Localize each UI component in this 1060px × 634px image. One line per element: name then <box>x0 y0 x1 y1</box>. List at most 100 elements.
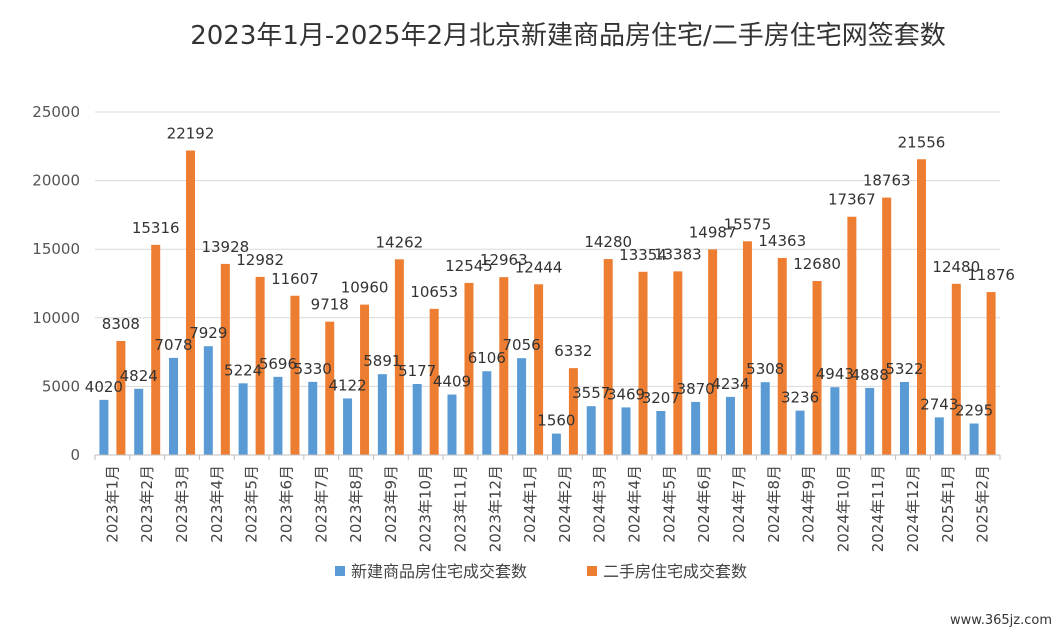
bar <box>638 271 648 455</box>
x-tick-label: 2023年5月 <box>243 465 261 543</box>
bar <box>482 371 492 455</box>
x-tick-label: 2024年8月 <box>765 465 783 543</box>
chart-title: 2023年1月-2025年2月北京新建商品房住宅/二手房住宅网签套数 <box>190 21 946 51</box>
data-label: 4943 <box>816 365 854 383</box>
x-tick-label: 2024年10月 <box>834 465 852 552</box>
bar <box>725 396 735 455</box>
data-label: 3557 <box>572 384 610 402</box>
bar <box>360 304 370 455</box>
legend-item: 新建商品房住宅成交套数 <box>335 562 527 581</box>
data-label: 17367 <box>828 191 876 209</box>
x-tick-label: 2023年12月 <box>486 465 504 552</box>
data-label: 13354 <box>619 246 667 264</box>
data-label: 7056 <box>503 336 541 354</box>
bar <box>273 376 283 455</box>
x-tick-label: 2024年11月 <box>869 465 887 552</box>
data-label: 12680 <box>793 255 841 273</box>
bar <box>186 150 196 455</box>
data-label: 4234 <box>711 375 749 393</box>
bar <box>742 241 752 455</box>
legend-item: 二手房住宅成交套数 <box>587 562 747 581</box>
data-label: 5177 <box>398 362 436 380</box>
x-tick-label: 2024年7月 <box>730 465 748 543</box>
data-label: 22192 <box>167 125 215 143</box>
legend: 新建商品房住宅成交套数 二手房住宅成交套数 <box>335 562 747 581</box>
y-axis-ticks: 0 5000 10000 15000 20000 25000 <box>32 103 80 464</box>
data-label: 15575 <box>724 215 772 233</box>
bar <box>464 282 474 455</box>
x-tick-label: 2023年8月 <box>347 465 365 543</box>
data-label: 12545 <box>445 257 493 275</box>
data-label: 5308 <box>746 360 784 378</box>
x-tick-label: 2025年2月 <box>974 465 992 543</box>
legend-swatch <box>587 566 597 576</box>
x-tick-label: 2024年6月 <box>695 465 713 543</box>
data-label: 3207 <box>642 389 680 407</box>
bar <box>343 398 353 455</box>
bar <box>969 423 979 455</box>
data-label: 1560 <box>537 412 575 430</box>
data-label: 14363 <box>758 232 806 250</box>
bar <box>255 276 265 455</box>
bar <box>934 417 944 455</box>
bar <box>534 284 544 455</box>
data-label: 14262 <box>376 233 424 251</box>
legend-label: 新建商品房住宅成交套数 <box>351 562 527 581</box>
data-label: 14280 <box>584 233 632 251</box>
bar <box>377 374 387 455</box>
data-label: 13928 <box>201 238 249 256</box>
x-tick-label: 2023年2月 <box>138 465 156 543</box>
bar <box>99 399 109 455</box>
legend-swatch <box>335 566 345 576</box>
bar <box>691 401 701 455</box>
bar <box>169 357 179 455</box>
data-label: 7929 <box>189 324 227 342</box>
bar <box>847 216 857 455</box>
data-label: 15316 <box>132 219 180 237</box>
bar <box>134 388 144 455</box>
bar <box>412 383 422 455</box>
data-label: 2295 <box>955 402 993 420</box>
bar <box>986 292 996 455</box>
footer-url: www.365jz.com <box>950 613 1052 628</box>
data-label: 5696 <box>259 355 297 373</box>
x-tick-label: 2023年9月 <box>382 465 400 543</box>
data-label: 21556 <box>898 133 946 151</box>
y-tick-label: 15000 <box>32 240 80 258</box>
bar <box>116 341 126 455</box>
bar <box>708 249 718 455</box>
data-label: 5224 <box>224 361 262 379</box>
data-label: 7078 <box>154 336 192 354</box>
data-label: 11876 <box>967 266 1015 284</box>
bar <box>882 197 892 455</box>
x-tick-label: 2025年1月 <box>939 465 957 543</box>
bar <box>656 410 666 455</box>
bar <box>673 271 683 455</box>
y-tick-label: 10000 <box>32 309 80 327</box>
data-label: 3870 <box>677 380 715 398</box>
data-labels: 4020 8308 4824 15316 7078 22192 7929 13928 5224 1… <box>85 125 1015 430</box>
bar <box>203 346 213 455</box>
bar <box>603 259 613 455</box>
x-tick-label: 2024年4月 <box>626 465 644 543</box>
data-label: 6332 <box>554 342 592 360</box>
bar <box>499 277 509 455</box>
y-tick-label: 20000 <box>32 172 80 190</box>
bar <box>830 387 840 455</box>
x-tick-label: 2023年4月 <box>208 465 226 543</box>
data-label: 4888 <box>851 366 889 384</box>
x-tick-label: 2024年3月 <box>591 465 609 543</box>
x-tick-label: 2023年6月 <box>277 465 295 543</box>
legend-label: 二手房住宅成交套数 <box>603 562 747 581</box>
bar <box>621 407 631 455</box>
bar <box>517 358 527 455</box>
bar <box>865 387 875 455</box>
data-label: 8308 <box>102 315 140 333</box>
data-label: 3469 <box>607 385 645 403</box>
y-tick-label: 5000 <box>42 377 80 395</box>
data-label: 3236 <box>781 389 819 407</box>
x-tick-label: 2023年7月 <box>312 465 330 543</box>
data-label: 10653 <box>410 283 458 301</box>
data-label: 4409 <box>433 373 471 391</box>
